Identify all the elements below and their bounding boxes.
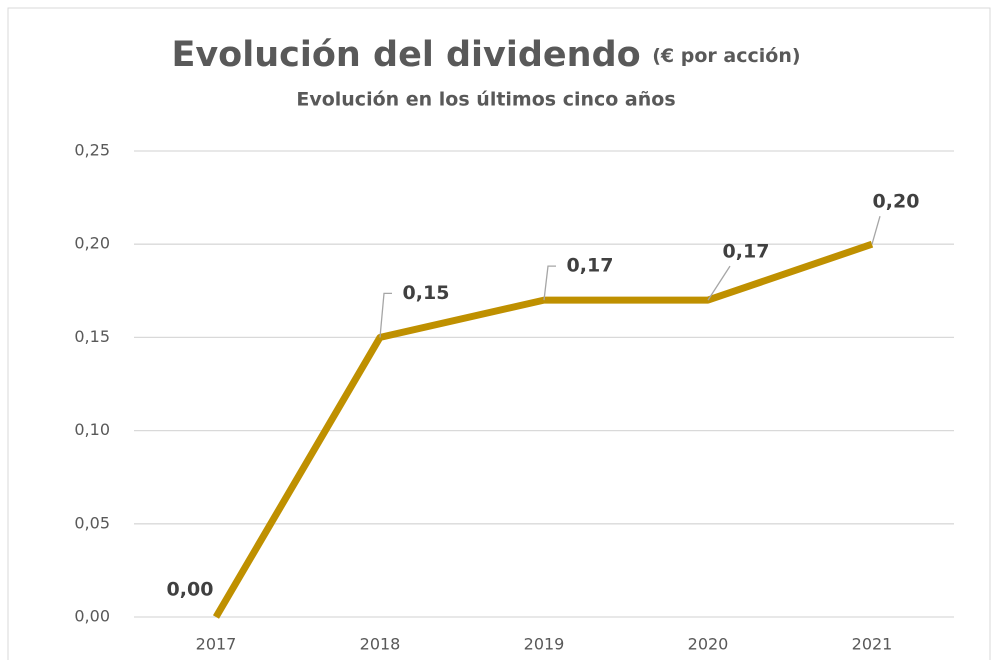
x-tick-label: 2017 xyxy=(196,635,237,654)
x-tick-label: 2019 xyxy=(524,635,565,654)
y-tick-label: 0,00 xyxy=(74,607,110,626)
y-tick-label: 0,15 xyxy=(74,327,110,346)
chart-title: Evolución del dividendo xyxy=(171,35,640,75)
data-label: 0,00 xyxy=(167,579,214,601)
chart-title-group: Evolución del dividendo (€ por acción) xyxy=(171,35,800,75)
chart-subtitle: Evolución en los últimos cinco años xyxy=(296,89,675,111)
leader-line xyxy=(379,292,392,338)
y-tick-label: 0,20 xyxy=(74,234,110,253)
y-tick-label: 0,25 xyxy=(74,141,110,160)
y-tick-label: 0,10 xyxy=(74,420,110,439)
x-tick-label: 2020 xyxy=(688,635,729,654)
data-label: 0,20 xyxy=(873,191,920,213)
leader-line xyxy=(707,265,731,301)
data-label: 0,17 xyxy=(567,255,614,277)
x-tick-label: 2021 xyxy=(852,635,893,654)
leader-line xyxy=(543,265,556,301)
data-label: 0,15 xyxy=(403,282,450,304)
chart-title-unit: (€ por acción) xyxy=(652,45,800,67)
y-tick-label: 0,05 xyxy=(74,513,110,532)
chart-frame xyxy=(7,7,991,660)
leader-line xyxy=(871,216,881,245)
x-tick-label: 2018 xyxy=(360,635,401,654)
data-label: 0,17 xyxy=(723,241,770,263)
